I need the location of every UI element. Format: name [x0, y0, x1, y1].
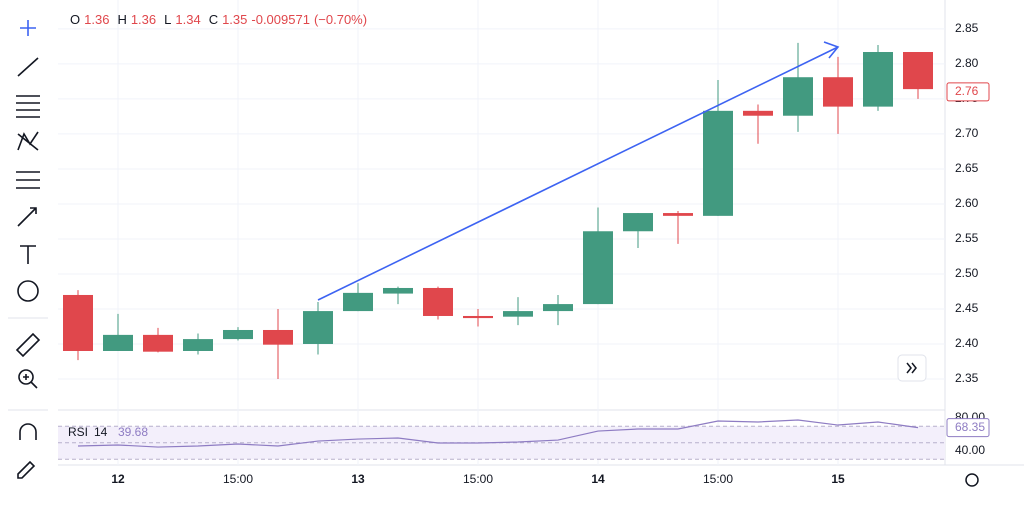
crosshair-tool[interactable]: [20, 20, 36, 36]
y-tick-label: 2.45: [955, 301, 979, 315]
candle-body: [903, 52, 933, 90]
toolbar: [8, 20, 48, 479]
zoom-tool[interactable]: [18, 369, 34, 385]
candle-body: [583, 231, 613, 305]
x-tick-label: 13: [351, 472, 365, 486]
candle-body: [703, 110, 733, 216]
legend-value: 1.35: [222, 12, 248, 27]
y-tick-label: 40.00: [955, 443, 985, 457]
scroll-button[interactable]: [897, 354, 927, 382]
x-tick-label: 15:00: [703, 472, 733, 486]
legend-label: C: [208, 12, 219, 27]
y-tick-label: 2.65: [955, 161, 979, 175]
rsi-line: [77, 419, 919, 448]
y-tick-label: 2.70: [955, 126, 979, 140]
pattern-tool[interactable]: [17, 131, 39, 151]
legend-label: L: [164, 12, 172, 27]
rsi-length: 14: [94, 425, 108, 439]
settings-button[interactable]: [965, 473, 979, 487]
projection-tool[interactable]: [16, 171, 40, 189]
magnet-tool[interactable]: [19, 423, 37, 440]
candle-body: [223, 329, 253, 340]
x-tick-label: 14: [591, 472, 605, 486]
trendline-tool[interactable]: [17, 57, 39, 77]
candle-body: [103, 334, 133, 351]
fib-tool[interactable]: [16, 95, 40, 118]
y-tick-label: 2.55: [955, 231, 979, 245]
candle-body: [743, 110, 773, 116]
ohlc-legend: O 1.36 H 1.36 L 1.34 C 1.35 -0.009571 (−0.70%): [66, 12, 367, 27]
zoom-icon: [23, 374, 38, 389]
last-price-badge: [946, 82, 990, 102]
candle-body: [863, 52, 893, 107]
candle-body: [183, 339, 213, 351]
x-tick-label: 15:00: [223, 472, 253, 486]
candle-body: [623, 213, 653, 232]
candle-body: [823, 77, 853, 107]
candle-body: [63, 294, 93, 351]
candle-body: [543, 304, 573, 312]
candle-body: [663, 213, 693, 216]
rsi-value: 39.68: [118, 425, 148, 439]
marks: [63, 42, 933, 448]
x-tick-label: 12: [111, 472, 125, 486]
y-tick-label: 2.60: [955, 196, 979, 210]
arrow-drawing[interactable]: [317, 41, 840, 301]
x-tick-label: 15:00: [463, 472, 493, 486]
legend-change-pct: (−0.70%): [313, 12, 368, 27]
y-tick-label: 2.85: [955, 21, 979, 35]
last-price-label: 2.76: [955, 84, 979, 98]
candle-body: [303, 311, 333, 344]
y-tick-label: 2.35: [955, 371, 979, 385]
text-tool[interactable]: [20, 245, 36, 264]
x-tick-label: 15: [831, 472, 845, 486]
candle-body: [343, 292, 373, 312]
rsi-badge: [946, 418, 990, 438]
lock-tool[interactable]: [17, 460, 36, 479]
candle-body: [263, 329, 293, 345]
arrow-tool[interactable]: [17, 207, 37, 227]
candle-body: [503, 311, 533, 317]
y-tick-label: 2.80: [955, 56, 979, 70]
ruler-tool[interactable]: [15, 332, 41, 358]
grid: [58, 0, 945, 465]
emoji-tool[interactable]: [17, 280, 39, 302]
legend-change: -0.009571: [251, 12, 310, 27]
legend-value: 1.36: [130, 12, 157, 27]
scroll-icon: [906, 362, 917, 374]
rsi-badge-label: 68.35: [955, 420, 985, 434]
y-tick-label: 2.40: [955, 336, 979, 350]
legend-label: O: [70, 12, 81, 27]
legend-value: 1.36: [84, 12, 110, 27]
candle-body: [783, 77, 813, 116]
candle-body: [423, 287, 453, 316]
candle-body: [143, 334, 173, 352]
candle-body: [383, 287, 413, 294]
y-tick-label: 2.50: [955, 266, 979, 280]
legend-value: 1.34: [175, 12, 201, 27]
rsi-title: RSI: [68, 425, 88, 439]
legend-label: H: [117, 12, 127, 27]
candle-body: [463, 315, 493, 319]
